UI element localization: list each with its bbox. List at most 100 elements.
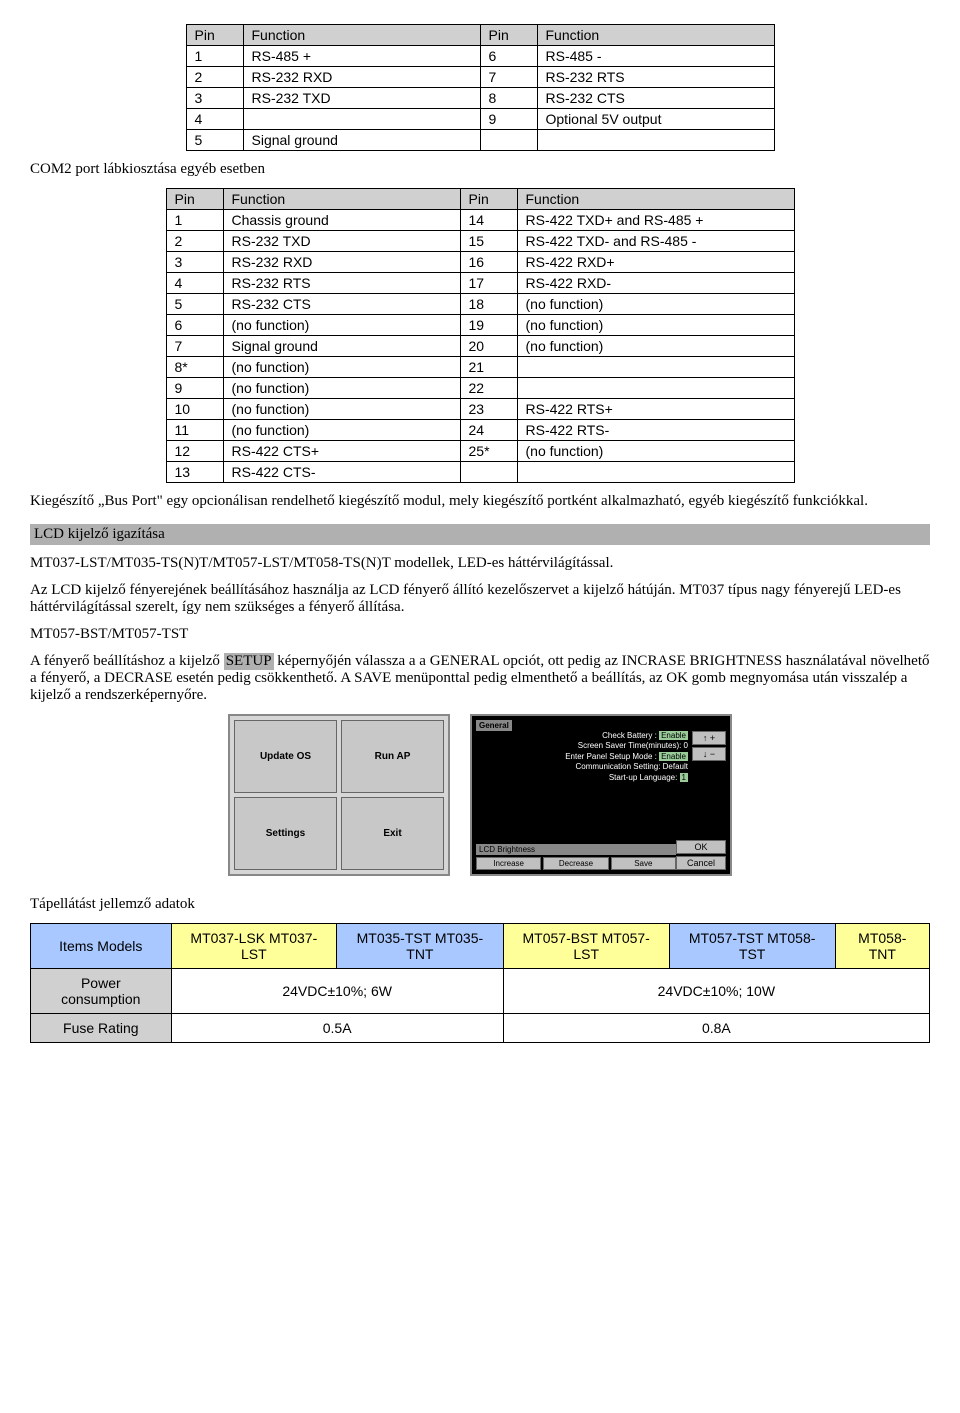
screen-saver-label: Screen Saver Time(minutes): 0 bbox=[476, 741, 688, 751]
comm-setting-label: Communication Setting: Default bbox=[476, 762, 688, 772]
pin-cell: 4 bbox=[186, 109, 243, 130]
pin-cell: 6 bbox=[166, 315, 223, 336]
pin-cell: 19 bbox=[460, 315, 517, 336]
pin-header: Function bbox=[517, 189, 794, 210]
pin-cell: (no function) bbox=[223, 357, 460, 378]
pin-cell: RS-232 RXD bbox=[223, 252, 460, 273]
setup-para: A fényerő beállításhoz a kijelző SETUP k… bbox=[30, 653, 930, 704]
up-button[interactable]: ↑ + bbox=[692, 731, 726, 745]
pin-table-1: PinFunctionPinFunction1RS-485 +6RS-485 -… bbox=[186, 24, 775, 151]
ok-button[interactable]: OK bbox=[676, 840, 726, 854]
pin-cell: RS-232 CTS bbox=[223, 294, 460, 315]
increase-button[interactable]: Increase bbox=[476, 857, 541, 870]
pin-table-2: PinFunctionPinFunction1Chassis ground14R… bbox=[166, 188, 795, 483]
pin-cell: 4 bbox=[166, 273, 223, 294]
power-col-3: MT057-BST MT057-LST bbox=[503, 924, 669, 969]
setup-highlight: SETUP bbox=[224, 653, 274, 670]
exit-button[interactable]: Exit bbox=[341, 797, 444, 870]
pin-cell: Chassis ground bbox=[223, 210, 460, 231]
pin-cell bbox=[460, 462, 517, 483]
check-battery-label: Check Battery : bbox=[602, 731, 657, 740]
pin-cell: RS-422 CTS- bbox=[223, 462, 460, 483]
pin-header: Function bbox=[537, 25, 774, 46]
pin-cell: RS-232 TXD bbox=[243, 88, 480, 109]
pin-cell: (no function) bbox=[517, 336, 794, 357]
pin-cell: 5 bbox=[166, 294, 223, 315]
settings-button[interactable]: Settings bbox=[234, 797, 337, 870]
pin-cell: 2 bbox=[186, 67, 243, 88]
pin-cell: RS-422 RTS- bbox=[517, 420, 794, 441]
fuse-rating-label: Fuse Rating bbox=[31, 1014, 172, 1043]
pin-header: Pin bbox=[186, 25, 243, 46]
power-heading: Tápellátást jellemző adatok bbox=[30, 896, 930, 913]
setup-menu-screenshot: Update OS Run AP Settings Exit bbox=[228, 714, 450, 876]
fuse-rating-a: 0.5A bbox=[171, 1014, 503, 1043]
pin-cell: 25* bbox=[460, 441, 517, 462]
lcd-para1: Az LCD kijelző fényerejének beállításáho… bbox=[30, 582, 930, 616]
com2-heading: COM2 port lábkiosztása egyéb esetben bbox=[30, 161, 930, 178]
update-os-button[interactable]: Update OS bbox=[234, 720, 337, 793]
power-items-header: Items Models bbox=[31, 924, 172, 969]
pin-cell: 24 bbox=[460, 420, 517, 441]
pin-cell: 14 bbox=[460, 210, 517, 231]
pin-cell: 20 bbox=[460, 336, 517, 357]
pin-cell: 21 bbox=[460, 357, 517, 378]
general-screenshot: General Check Battery : Enable Screen Sa… bbox=[470, 714, 732, 876]
pin-cell: 6 bbox=[480, 46, 537, 67]
save-button[interactable]: Save bbox=[611, 857, 676, 870]
pin-cell: 7 bbox=[166, 336, 223, 357]
pin-cell: RS-485 + bbox=[243, 46, 480, 67]
power-table: Items Models MT037-LSK MT037-LST MT035-T… bbox=[30, 923, 930, 1043]
pin-cell: RS-232 CTS bbox=[537, 88, 774, 109]
pin-cell: RS-232 RTS bbox=[223, 273, 460, 294]
power-consumption-a: 24VDC±10%; 6W bbox=[171, 969, 503, 1014]
startup-lang-label: Start-up Language: bbox=[609, 773, 678, 782]
pin-cell: 22 bbox=[460, 378, 517, 399]
pin-header: Pin bbox=[480, 25, 537, 46]
pin-cell bbox=[537, 130, 774, 151]
cancel-button[interactable]: Cancel bbox=[676, 856, 726, 870]
models-para: MT037-LST/MT035-TS(N)T/MT057-LST/MT058-T… bbox=[30, 555, 930, 572]
run-ap-button[interactable]: Run AP bbox=[341, 720, 444, 793]
pin-cell: (no function) bbox=[517, 294, 794, 315]
pin-cell: Signal ground bbox=[243, 130, 480, 151]
mt057-heading: MT057-BST/MT057-TST bbox=[30, 626, 930, 643]
down-button[interactable]: ↓ − bbox=[692, 747, 726, 761]
pin-cell bbox=[480, 130, 537, 151]
pin-cell: 10 bbox=[166, 399, 223, 420]
pin-cell: RS-422 RXD+ bbox=[517, 252, 794, 273]
pin-cell bbox=[517, 462, 794, 483]
pin-cell: 5 bbox=[186, 130, 243, 151]
lang-chip: 1 bbox=[680, 773, 688, 782]
power-col-4: MT057-TST MT058-TST bbox=[669, 924, 835, 969]
pin-cell: RS-422 CTS+ bbox=[223, 441, 460, 462]
enter-setup-label: Enter Panel Setup Mode : bbox=[565, 752, 657, 761]
pin-cell: RS-422 RXD- bbox=[517, 273, 794, 294]
pin-cell: RS-232 RTS bbox=[537, 67, 774, 88]
pin-cell: 16 bbox=[460, 252, 517, 273]
decrease-button[interactable]: Decrease bbox=[543, 857, 608, 870]
screenshot-row: Update OS Run AP Settings Exit General C… bbox=[30, 714, 930, 876]
fuse-rating-b: 0.8A bbox=[503, 1014, 929, 1043]
pin-cell: Signal ground bbox=[223, 336, 460, 357]
pin-cell: 3 bbox=[166, 252, 223, 273]
pin-cell: 1 bbox=[166, 210, 223, 231]
pin-cell: (no function) bbox=[517, 441, 794, 462]
pin-cell: 1 bbox=[186, 46, 243, 67]
pin-cell: 11 bbox=[166, 420, 223, 441]
pin-header: Function bbox=[243, 25, 480, 46]
pin-cell: RS-422 RTS+ bbox=[517, 399, 794, 420]
enable-chip-2: Enable bbox=[659, 752, 688, 761]
pin-cell: RS-422 TXD- and RS-485 - bbox=[517, 231, 794, 252]
power-col-1: MT037-LSK MT037-LST bbox=[171, 924, 336, 969]
pin-header: Pin bbox=[460, 189, 517, 210]
pin-cell: 3 bbox=[186, 88, 243, 109]
power-consumption-b: 24VDC±10%; 10W bbox=[503, 969, 929, 1014]
power-consumption-label: Power consumption bbox=[31, 969, 172, 1014]
pin-cell: 18 bbox=[460, 294, 517, 315]
pin-cell: 2 bbox=[166, 231, 223, 252]
pin-cell: (no function) bbox=[223, 420, 460, 441]
power-col-2: MT035-TST MT035-TNT bbox=[337, 924, 504, 969]
power-col-5: MT058-TNT bbox=[835, 924, 929, 969]
pin-cell: 9 bbox=[480, 109, 537, 130]
